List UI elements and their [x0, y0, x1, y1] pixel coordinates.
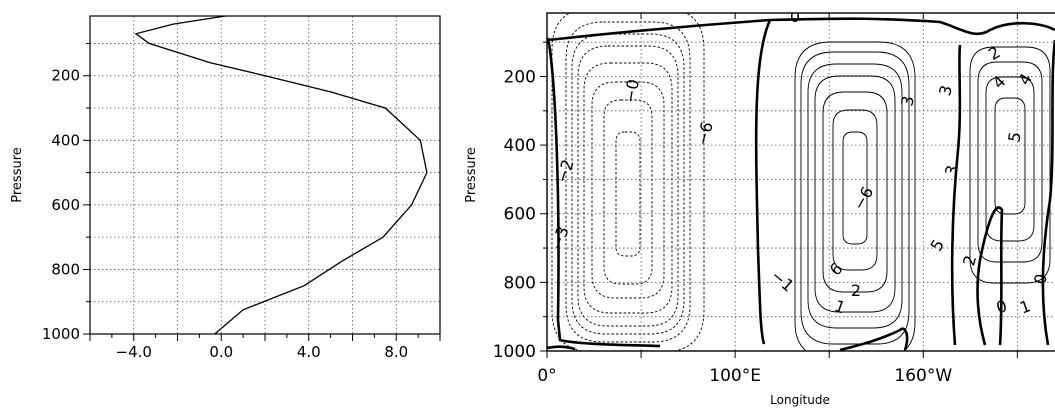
profile-grid [90, 16, 440, 335]
profile-y-tick-label: 400 [51, 131, 80, 149]
positive-contour [800, 51, 910, 345]
contour-x-tick-label: 160°W [894, 366, 952, 386]
profile-ticks [83, 42, 441, 341]
positive-contour [969, 46, 1051, 284]
contour-label: 3 [935, 83, 956, 98]
contour-label: 2 [959, 253, 980, 268]
contour-label: 3 [897, 94, 917, 107]
zero-contour [976, 206, 1004, 346]
profile-y-tick-label: 600 [51, 196, 80, 214]
profile-x-tick-label: 8.0 [384, 343, 408, 361]
negative-contour [591, 81, 665, 299]
profile-y-tick-labels: 200 400 600 800 1000 [42, 67, 80, 343]
contour-label: 2 [851, 281, 861, 300]
contour-x-axis-label: Longitude [770, 393, 830, 407]
positive-contour [807, 63, 903, 329]
positive-contour [994, 97, 1026, 215]
contour-label: 1 [1017, 296, 1033, 317]
contour-label: 3 [941, 163, 962, 178]
profile-line [134, 16, 428, 334]
contour-x-tick-label: 100°E [709, 366, 761, 386]
profile-y-tick-label: 800 [51, 260, 80, 278]
profile-x-tick-label: −4.0 [116, 343, 152, 361]
contour-label: 0 [790, 7, 800, 26]
zero-contour [547, 17, 1055, 42]
profile-series [134, 16, 428, 334]
positive-contour [985, 76, 1035, 242]
negative-contour [565, 21, 691, 343]
contour-plot-frame [546, 12, 1055, 352]
positive-contour [794, 41, 916, 351]
zero-contour [1041, 39, 1055, 346]
profile-y-tick-label: 200 [51, 67, 80, 85]
positive-contour [977, 61, 1043, 263]
contour-label: −6 [692, 120, 716, 148]
negative-contour [603, 99, 653, 285]
negative-contour [615, 131, 641, 257]
contour-label: 5 [1004, 130, 1024, 143]
contour-label: 0 [1030, 272, 1050, 285]
contour-label: −0 [620, 78, 643, 105]
contour-y-axis-label: Pressure [464, 147, 479, 203]
profile-chart: −4.0 0.0 4.0 8.0 200 400 600 800 1000 Pressure [10, 15, 441, 361]
contour-label: −2 [552, 157, 578, 186]
positive-contour [822, 91, 888, 293]
contour-ticks [540, 13, 1018, 358]
zero-contour [547, 37, 661, 348]
contour-lines [547, 13, 1055, 351]
contour-label: 4 [989, 72, 1010, 93]
zero-contour [547, 345, 576, 351]
contour-label: −6 [849, 183, 877, 213]
contour-label: 1 [832, 296, 848, 317]
negative-contour [571, 33, 685, 335]
contour-label: −3 [547, 224, 573, 253]
positive-contour [832, 109, 878, 271]
profile-plot-frame [89, 15, 441, 335]
positive-contour [814, 75, 896, 313]
contour-y-tick-label: 1000 [493, 342, 536, 362]
contour-label: 2 [985, 42, 1003, 64]
positive-contour [842, 131, 868, 245]
zero-contour [754, 19, 772, 345]
profile-x-tick-label: 4.0 [297, 343, 321, 361]
contour-label: 0 [994, 296, 1009, 317]
profile-y-axis-label: Pressure [10, 147, 25, 203]
contour-y-tick-label: 800 [504, 273, 536, 293]
contour-label: −1 [767, 266, 797, 296]
contour-label: 5 [926, 236, 948, 254]
zero-contour [839, 327, 909, 351]
negative-contour [551, 13, 705, 351]
profile-x-tick-labels: −4.0 0.0 4.0 8.0 [116, 343, 409, 361]
contour-y-tick-labels: 200 400 600 800 1000 [493, 67, 536, 362]
contour-y-tick-label: 400 [504, 136, 536, 156]
zero-contour [950, 44, 962, 346]
negative-contour [577, 45, 679, 327]
profile-x-tick-label: 0.0 [209, 343, 233, 361]
contour-y-tick-label: 600 [504, 205, 536, 225]
profile-y-tick-label: 1000 [42, 325, 80, 343]
contour-y-tick-label: 200 [504, 67, 536, 87]
contour-x-tick-label: 0° [537, 366, 556, 386]
